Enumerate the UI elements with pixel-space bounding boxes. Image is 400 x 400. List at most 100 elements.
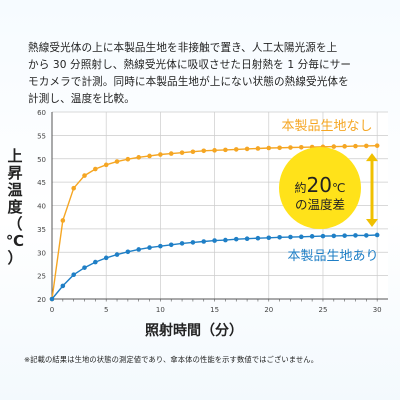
difference-badge-value: 約20℃ xyxy=(295,173,346,197)
data-point xyxy=(288,234,293,240)
data-point xyxy=(125,156,131,162)
description-line: から 30 分照射し、熱線受光体に吸収させた日射熱を 1 分毎にサー xyxy=(28,59,352,71)
data-point xyxy=(277,234,282,240)
description-line: モカメラで計測。同時に本製品生地が上にない状態の熱線受光体を xyxy=(28,76,349,88)
data-point xyxy=(136,247,142,252)
series-label-without-fabric: 本製品生地なし xyxy=(281,119,372,134)
y-axis-label-char: ） xyxy=(7,249,23,267)
badge-number: 20 xyxy=(307,173,332,197)
data-point xyxy=(320,233,326,239)
footnote: ※記載の結果は生地の状態の測定値であり、傘本体の性能を示す数値ではございません。 xyxy=(24,355,319,364)
data-point xyxy=(212,148,217,153)
data-point xyxy=(331,233,337,239)
y-axis-label-char: 上 xyxy=(7,147,23,165)
data-point xyxy=(103,255,109,261)
x-tick-label: 20 xyxy=(264,306,273,314)
data-point xyxy=(277,145,282,151)
data-point xyxy=(342,233,347,238)
description-line: 熱線受光体の上に本製品生地を非接触で置き、人工太陽光源を上 xyxy=(28,42,338,54)
data-point xyxy=(244,146,250,152)
data-point xyxy=(223,147,228,153)
data-point xyxy=(374,232,380,238)
data-point xyxy=(168,151,174,156)
x-axis-label: 照射時間（分） xyxy=(145,323,243,339)
data-point xyxy=(158,243,163,249)
description: 熱線受光体の上に本製品生地を非接触で置き、人工太陽光源を上 から 30 分照射し… xyxy=(28,40,400,108)
y-axis-label-char: 昇 xyxy=(7,164,23,182)
data-point xyxy=(244,236,250,241)
data-point xyxy=(288,145,293,150)
data-point xyxy=(103,162,109,168)
difference-arrow-head-up xyxy=(366,153,378,162)
x-tick-label: 25 xyxy=(319,306,328,314)
data-point xyxy=(342,144,347,149)
data-point xyxy=(190,240,196,245)
data-point xyxy=(93,259,98,265)
data-point xyxy=(255,235,261,241)
data-point xyxy=(331,144,337,149)
data-point xyxy=(82,265,87,270)
x-tick-label: 5 xyxy=(104,306,108,314)
y-tick-label: 30 xyxy=(37,249,46,257)
y-tick-label: 20 xyxy=(37,296,46,304)
data-point xyxy=(71,185,76,191)
y-tick-label: 40 xyxy=(37,203,46,211)
data-point xyxy=(266,145,272,151)
data-point xyxy=(49,296,55,302)
data-point xyxy=(125,249,131,255)
data-point xyxy=(201,148,207,154)
series-label-with-fabric: 本製品生地あり xyxy=(287,249,378,264)
data-point xyxy=(353,233,358,238)
y-tick-label: 60 xyxy=(37,109,46,117)
difference-badge-caption: の温度差 xyxy=(295,197,345,212)
data-point xyxy=(114,159,120,164)
data-point xyxy=(147,245,152,250)
data-point xyxy=(158,152,163,157)
y-tick-label: 45 xyxy=(37,179,46,187)
data-point xyxy=(374,143,380,148)
data-point xyxy=(179,241,185,246)
y-tick-label: 25 xyxy=(37,273,46,281)
x-tick-label: 15 xyxy=(210,306,219,314)
x-tick-label: 30 xyxy=(373,306,382,314)
y-axis-label-char: 度 xyxy=(7,198,23,216)
data-point xyxy=(168,242,174,248)
badge-prefix: 約 xyxy=(295,180,307,195)
data-point xyxy=(223,237,228,243)
data-point xyxy=(233,236,239,242)
difference-badge xyxy=(279,147,361,229)
data-point xyxy=(364,233,369,238)
description-line: 計測し、温度を比較。 xyxy=(28,93,135,105)
data-point xyxy=(212,238,217,243)
y-tick-label: 35 xyxy=(37,226,46,234)
x-tick-label: 0 xyxy=(50,306,54,314)
y-axis-label: 上昇温度（℃） xyxy=(4,148,26,267)
data-point xyxy=(82,173,87,178)
x-tick-label: 10 xyxy=(156,306,165,314)
data-point xyxy=(201,239,207,244)
data-point xyxy=(298,144,304,150)
data-point xyxy=(114,252,120,257)
data-point xyxy=(147,153,152,159)
data-point xyxy=(60,283,66,289)
data-point xyxy=(179,150,185,155)
badge-unit: ℃ xyxy=(332,181,345,195)
data-point xyxy=(364,143,369,149)
data-point xyxy=(71,272,76,277)
data-point xyxy=(309,234,315,239)
data-point xyxy=(190,149,196,155)
data-point xyxy=(136,155,142,160)
y-tick-label: 55 xyxy=(37,132,46,140)
data-point xyxy=(60,218,66,223)
y-axis-label-char: ℃ xyxy=(5,232,25,250)
y-tick-label: 50 xyxy=(37,156,46,164)
difference-arrow-head-down xyxy=(366,218,378,227)
data-point xyxy=(353,143,358,149)
y-axis-label-char: 温 xyxy=(7,181,23,199)
data-point xyxy=(255,146,261,151)
data-point xyxy=(93,166,98,172)
data-point xyxy=(233,147,239,152)
data-point xyxy=(266,235,272,241)
y-axis-label-char: （ xyxy=(7,215,23,233)
